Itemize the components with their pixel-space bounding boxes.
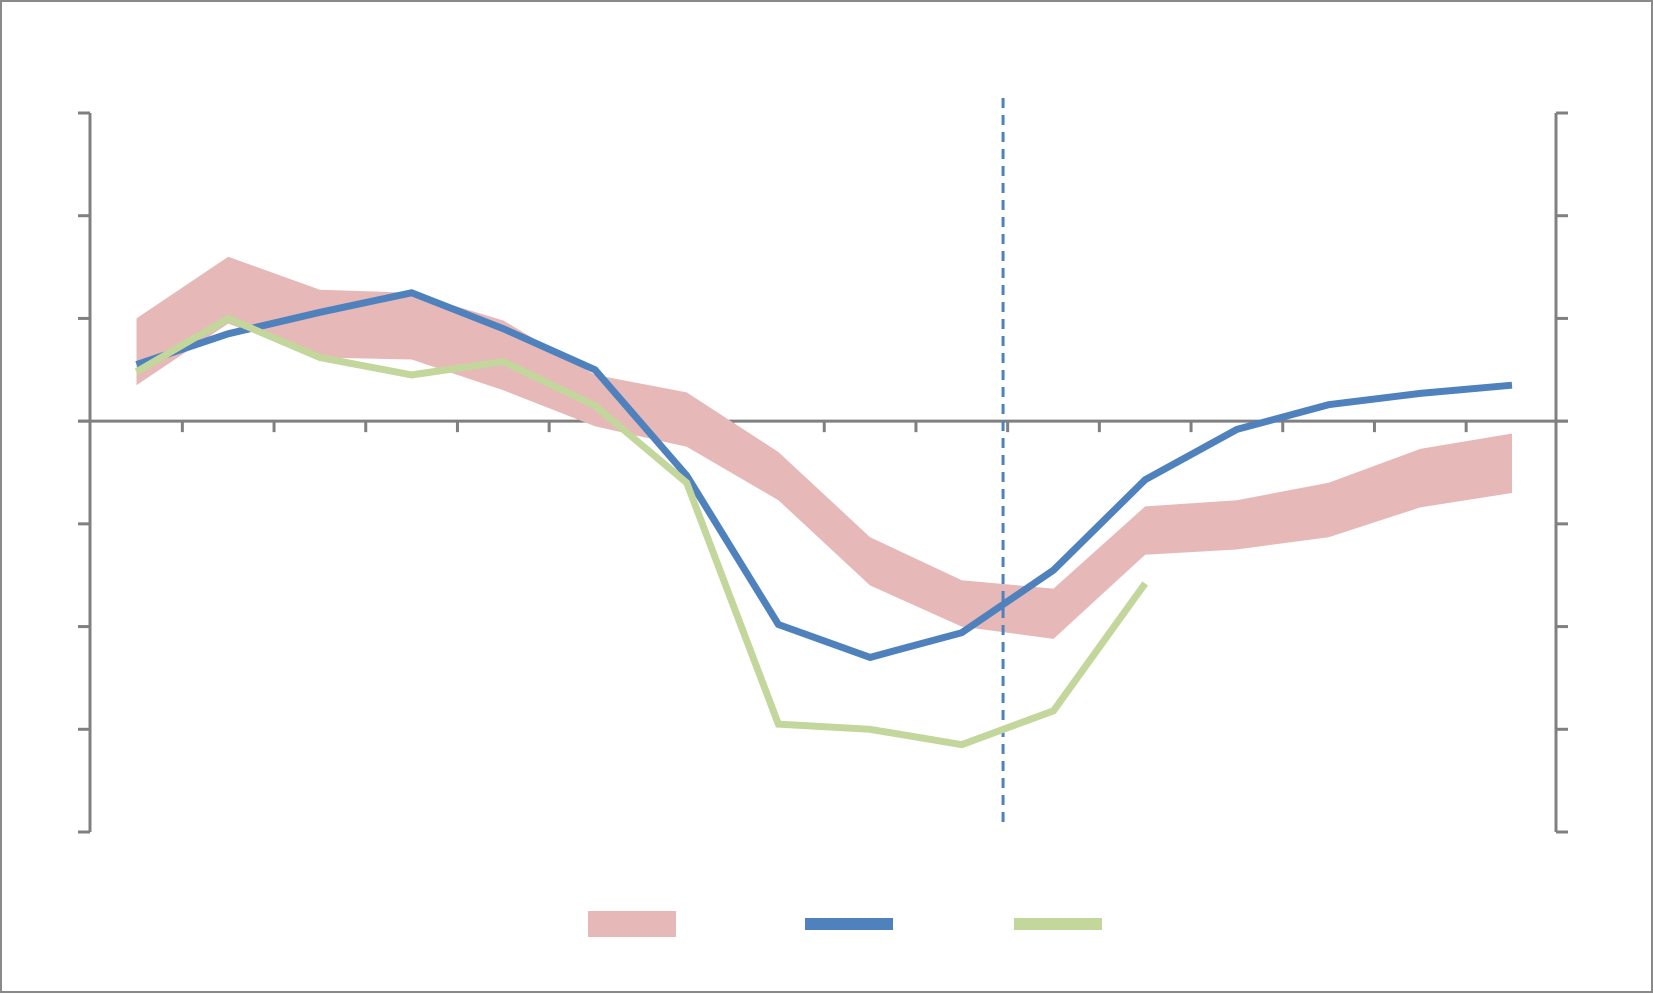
legend-item-band — [588, 911, 676, 937]
blue-series-line — [135, 289, 1513, 662]
legend-item-green — [1014, 918, 1102, 944]
band-area — [136, 256, 1512, 639]
green-series-line — [134, 314, 1149, 749]
legend-swatch-band — [588, 911, 676, 937]
legend-swatch-green — [1014, 918, 1102, 930]
legend-item-blue — [805, 918, 893, 944]
legend-swatch-blue — [805, 918, 893, 930]
